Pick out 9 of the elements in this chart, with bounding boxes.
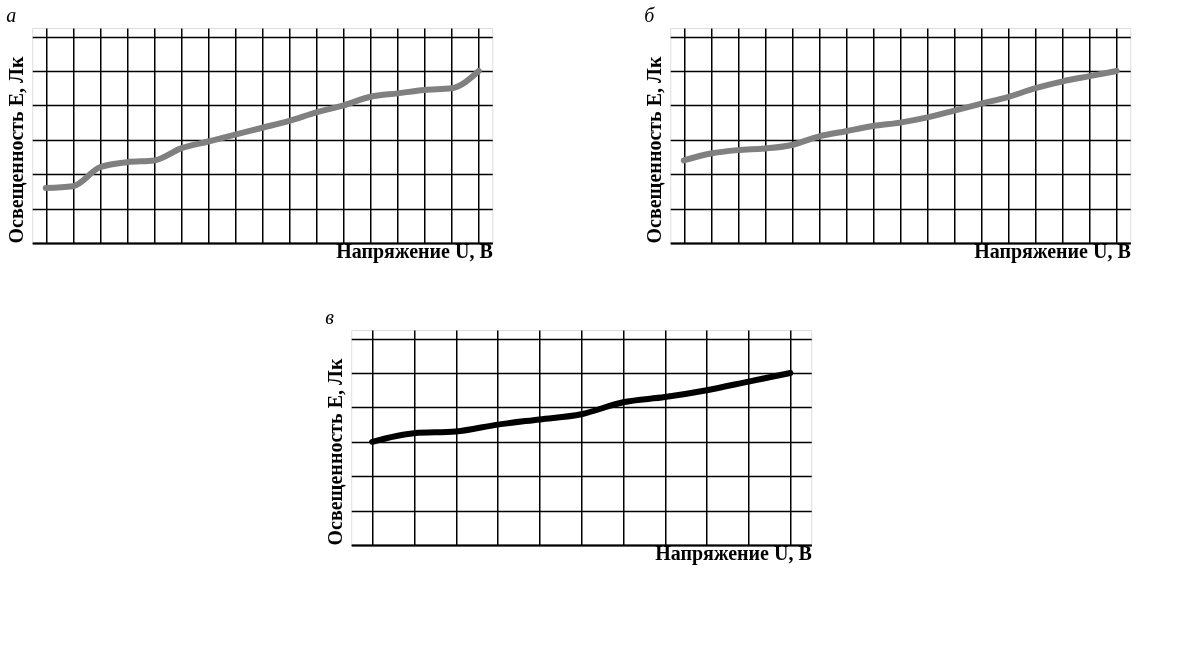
y-axis-title: Освещенность Е, Лк xyxy=(323,358,346,546)
x-axis-title: Напряжение U, В xyxy=(655,541,812,565)
y-axis-title: Освещенность Е, Лк xyxy=(642,56,665,244)
y-axis-title: Освещенность Е, Лк xyxy=(4,56,27,244)
x-axis-title: Напряжение U, В xyxy=(974,239,1131,263)
chart-title: б xyxy=(644,4,656,26)
chart-title: а xyxy=(6,4,17,26)
chart-title: в xyxy=(325,306,335,328)
x-axis-title: Напряжение U, В xyxy=(336,239,493,263)
